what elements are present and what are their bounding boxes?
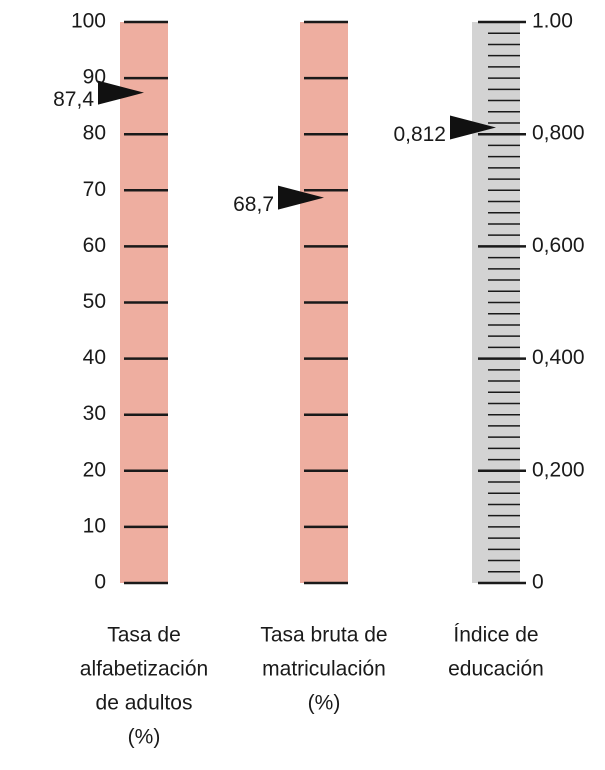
y-tick-label: 0,600 xyxy=(532,234,585,257)
y-tick-label: 60 xyxy=(83,234,106,257)
axis-label: educación xyxy=(448,658,544,681)
y-tick-label: 0,400 xyxy=(532,346,585,369)
y-tick-label: 30 xyxy=(83,402,106,425)
y-tick-label: 40 xyxy=(83,346,106,369)
y-tick-label: 10 xyxy=(83,514,106,537)
y-tick-label: 1.00 xyxy=(532,10,573,33)
pointer xyxy=(450,115,496,140)
y-tick-label: 50 xyxy=(83,290,106,313)
axis-label: Tasa de xyxy=(107,624,181,647)
pointer xyxy=(98,80,144,105)
axis-label: matriculación xyxy=(262,658,386,681)
axis-label: Índice de xyxy=(453,624,538,647)
value-label: 87,4 xyxy=(53,88,94,111)
y-tick-label: 80 xyxy=(83,122,106,145)
y-tick-label: 70 xyxy=(83,178,106,201)
value-label: 68,7 xyxy=(233,193,274,216)
y-tick-label: 0 xyxy=(94,571,106,594)
value-label: 0,812 xyxy=(393,123,446,146)
y-tick-label: 0,800 xyxy=(532,122,585,145)
y-tick-label: 100 xyxy=(71,10,106,33)
axis-label: alfabetización xyxy=(80,658,208,681)
y-tick-label: 0 xyxy=(532,571,544,594)
y-tick-label: 20 xyxy=(83,458,106,481)
y-tick-label: 0,200 xyxy=(532,458,585,481)
axis-label: (%) xyxy=(308,692,341,715)
pointer xyxy=(278,185,324,210)
axis-label: (%) xyxy=(128,726,161,749)
axis-label: de adultos xyxy=(96,692,193,715)
axis-label: Tasa bruta de xyxy=(260,624,387,647)
